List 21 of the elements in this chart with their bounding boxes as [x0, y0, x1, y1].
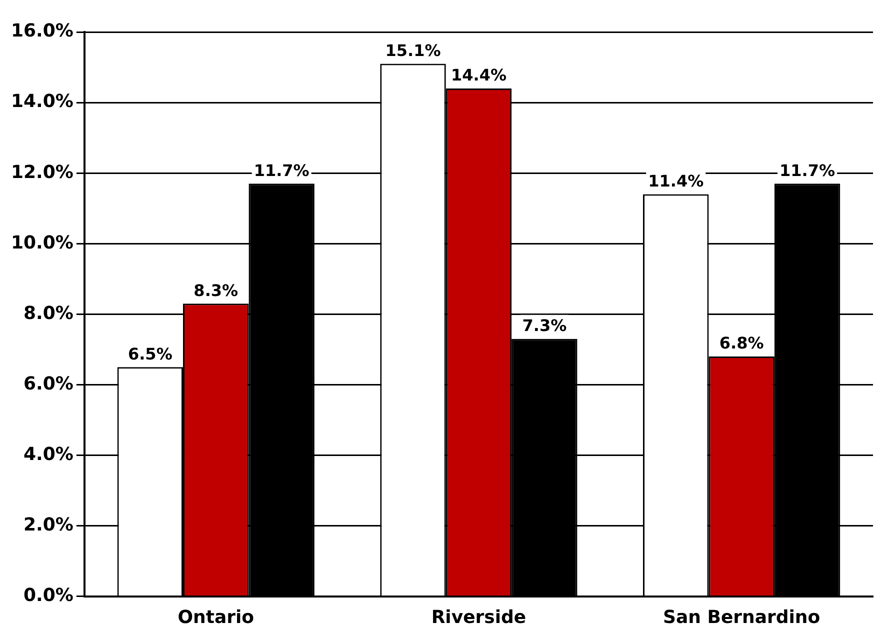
- data-label: 6.8%: [719, 334, 764, 353]
- data-label: 11.7%: [780, 160, 836, 180]
- data-label: 14.4%: [450, 66, 506, 85]
- x-tick-label: San Bernardino: [663, 606, 820, 628]
- y-tick-label: 12.0%: [10, 162, 74, 183]
- y-tick-label: 10.0%: [10, 232, 74, 254]
- data-label: 7.3%: [522, 316, 567, 336]
- x-tick-label: Ontario: [178, 606, 254, 628]
- data-label: 11.4%: [648, 171, 704, 190]
- data-label: 11.7%: [254, 160, 310, 180]
- y-tick-label: 16.0%: [10, 20, 74, 42]
- x-tick-label: Riverside: [431, 606, 526, 628]
- y-tick-label: 14.0%: [10, 91, 74, 112]
- y-tick-label: 8.0%: [24, 302, 74, 324]
- y-tick-label: 0.0%: [24, 585, 74, 606]
- data-label: 6.5%: [128, 344, 172, 364]
- data-label: 8.3%: [194, 280, 238, 300]
- y-tick-label: 4.0%: [24, 444, 74, 465]
- y-tick-label: 2.0%: [24, 514, 74, 536]
- data-label: 15.1%: [385, 40, 441, 60]
- y-tick-label: 6.0%: [24, 373, 74, 394]
